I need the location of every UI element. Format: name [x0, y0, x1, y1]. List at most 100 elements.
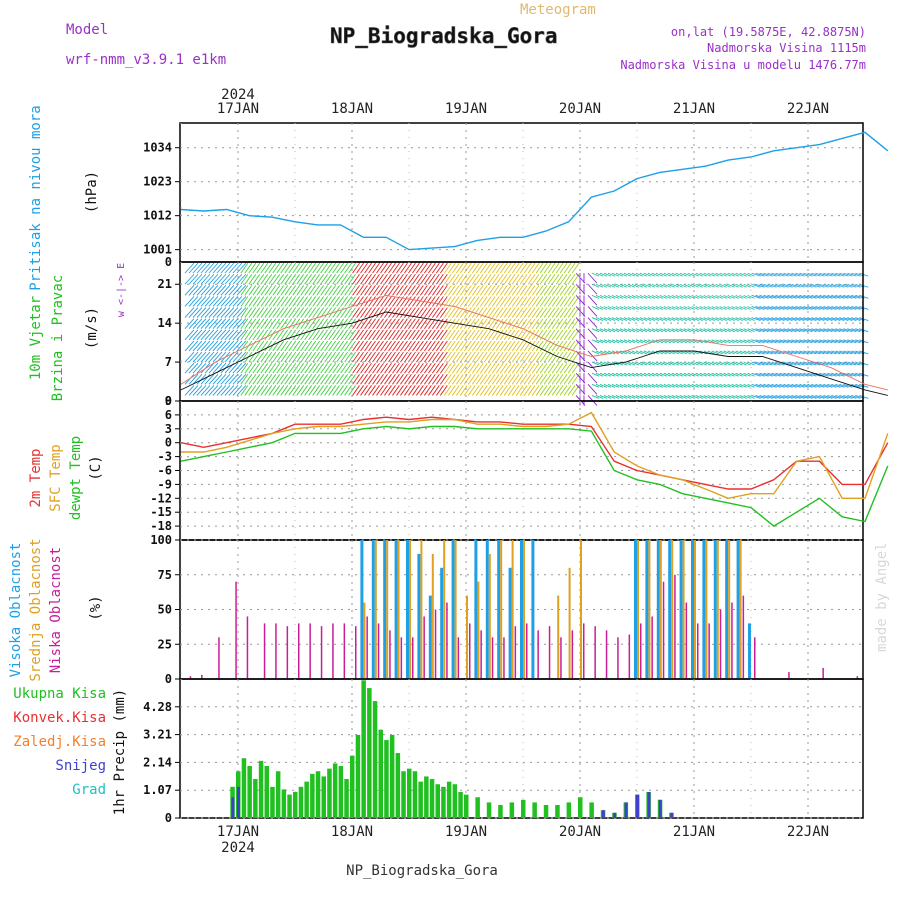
wind-barb [447, 285, 456, 296]
wind-barb [595, 372, 604, 377]
wind-barb [268, 329, 277, 341]
wind-barb [428, 307, 436, 318]
wind-barb [567, 262, 576, 274]
wind-barb [627, 328, 636, 333]
cloud-high-bar [656, 540, 660, 679]
wind-barb [364, 351, 372, 363]
wind-barb [815, 372, 825, 377]
wind-barb [599, 383, 608, 388]
wind-barb [543, 340, 552, 352]
wind-barb [439, 273, 448, 285]
precip-total-bar [327, 768, 332, 818]
wind-barb [208, 362, 219, 374]
sfc-temp-line [181, 411, 889, 500]
wind-barb [439, 351, 448, 363]
wind-barb [547, 307, 556, 318]
wind-barb [404, 351, 412, 363]
wind-barb [316, 285, 325, 296]
wind-barb [775, 383, 785, 388]
wind-barb [727, 350, 735, 355]
wind-barb [523, 329, 532, 341]
wind-barb [551, 351, 560, 363]
wind-barb [471, 340, 480, 352]
cloud-mid-bar [374, 540, 377, 679]
wind-barb [424, 318, 432, 329]
cloud-high-bar [668, 540, 672, 679]
wind-barb [499, 362, 508, 374]
wind-barb [747, 317, 755, 322]
wind-barb [719, 350, 727, 355]
wind-barb [220, 285, 231, 296]
wind-barb [819, 306, 829, 310]
wind-barb [212, 351, 223, 363]
wind-barb [671, 350, 679, 355]
wind-barb [555, 296, 564, 307]
wind-barb [483, 340, 492, 352]
wind-barb [851, 372, 861, 377]
wind-barb [420, 273, 428, 285]
wind-barb [471, 351, 480, 363]
wind-barb [523, 296, 532, 307]
wind-barb [799, 339, 809, 344]
wind-barb [519, 374, 528, 385]
cloud-low-bar [189, 676, 192, 679]
wind-barb [276, 340, 285, 352]
wind-barb [555, 318, 564, 329]
wind-barb [671, 372, 679, 377]
wind-barb [571, 262, 580, 274]
wind-barb [731, 306, 739, 310]
wind-barb [767, 306, 777, 310]
wind-barb [336, 340, 344, 352]
wind-barb [455, 385, 464, 396]
wind-barb [831, 328, 841, 333]
wind-barb [443, 362, 452, 374]
wind-barb [675, 339, 683, 344]
wind-barb [248, 318, 257, 329]
wind-barb [196, 307, 207, 318]
wind-barb [328, 351, 336, 363]
wind-barb [815, 383, 825, 388]
temp2m-line [180, 416, 889, 490]
wind-barb [839, 339, 849, 344]
wind-barb [360, 318, 368, 329]
wind-barb [563, 273, 572, 285]
wind-barb [747, 339, 755, 344]
wind-barb [519, 340, 528, 352]
wind-barb [184, 318, 195, 330]
wind-barb [715, 372, 723, 377]
precip-total-bar [435, 784, 440, 818]
wind-barb [380, 362, 388, 374]
wind-barb [527, 340, 536, 352]
precip-total-bar [401, 771, 406, 818]
wind-barb [711, 328, 719, 333]
wind-barb [388, 296, 396, 307]
wind-barb [344, 374, 352, 385]
wind-barb [707, 350, 715, 355]
wind-barb [763, 328, 773, 333]
wind-barb [835, 294, 845, 299]
wind-barb [292, 262, 301, 274]
wind-barb [376, 285, 384, 296]
wind-barb [471, 285, 480, 296]
wind-mean-line [180, 311, 888, 396]
wind-barb [783, 339, 793, 344]
wind-barb [755, 317, 765, 322]
wind-barb [839, 361, 849, 366]
pressure-line [180, 131, 889, 251]
wind-barb [659, 361, 667, 366]
wind-barb [603, 294, 612, 299]
wind-barb [827, 395, 837, 399]
wind-barb [296, 340, 305, 352]
wind-barb [388, 329, 396, 341]
wind-barb [372, 374, 380, 385]
wind-barb [471, 273, 480, 285]
wind-barb [244, 385, 253, 396]
wind-barb [336, 329, 344, 341]
wind-barb [551, 307, 560, 318]
cloud-low-bar [719, 609, 722, 679]
wind-barb [839, 328, 849, 333]
wind-barb [372, 262, 380, 274]
wind-barb [340, 262, 348, 274]
wind-barb [591, 306, 600, 310]
